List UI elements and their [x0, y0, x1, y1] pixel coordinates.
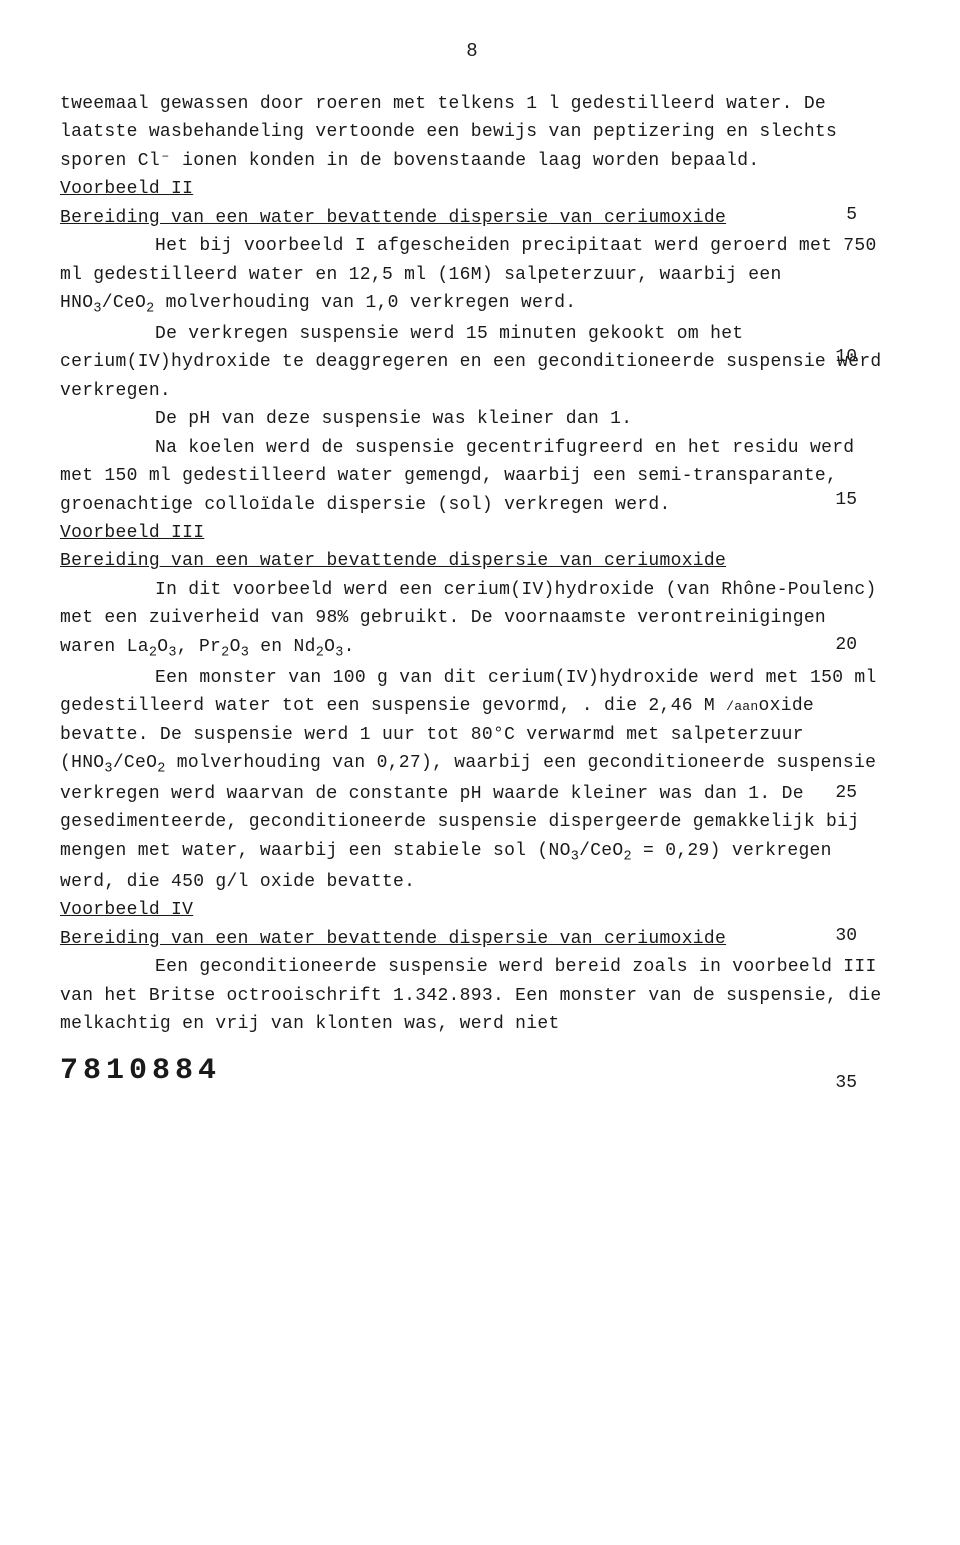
subscript-2: 2 [146, 302, 154, 317]
example-2-subtitle: Bereiding van een water bevattende dispe… [60, 204, 885, 232]
subscript-2: 2 [221, 645, 229, 660]
line-marker-35: 35 [835, 1073, 857, 1093]
subscript-3: 3 [168, 645, 176, 660]
line-marker-25: 25 [835, 783, 857, 803]
line-marker-30: 30 [835, 926, 857, 946]
example-4-title-text: Voorbeeld IV [60, 900, 193, 920]
text-fragment: O [230, 637, 241, 657]
text-fragment: molverhouding van 1,0 verkregen werd. [155, 293, 577, 313]
line-marker-5: 5 [846, 205, 857, 225]
subscript-3: 3 [571, 849, 579, 864]
subscript-2: 2 [624, 849, 632, 864]
document-number: 7810884 [60, 1054, 885, 1088]
example-2-title-text: Voorbeeld II [60, 179, 193, 199]
line-marker-20: 20 [835, 635, 857, 655]
document-page: 8 5 10 15 20 25 30 35 tweemaal gewassen … [0, 0, 960, 1545]
example-2-title: Voorbeeld II [60, 175, 885, 203]
example-2-paragraph-2: De verkregen suspensie werd 15 minuten g… [60, 320, 885, 405]
paragraph-1: tweemaal gewassen door roeren met telken… [60, 90, 885, 175]
example-2-subtitle-text: Bereiding van een water bevattende dispe… [60, 208, 726, 228]
example-2-paragraph-1: Het bij voorbeeld I afgescheiden precipi… [60, 232, 885, 320]
text-fragment: /CeO [102, 293, 146, 313]
example-4-subtitle: Bereiding van een water bevattende dispe… [60, 925, 885, 953]
example-4-subtitle-text: Bereiding van een water bevattende dispe… [60, 929, 726, 949]
line-marker-10: 10 [835, 347, 857, 367]
subscript-3: 3 [93, 302, 101, 317]
subscript-2: 2 [316, 645, 324, 660]
example-3-subtitle: Bereiding van een water bevattende dispe… [60, 547, 885, 575]
example-4-paragraph-1: Een geconditioneerde suspensie werd bere… [60, 953, 885, 1038]
example-3-title-text: Voorbeeld III [60, 523, 204, 543]
text-fragment: , Pr [177, 637, 221, 657]
text-fragment: O [157, 637, 168, 657]
subscript-2: 2 [157, 762, 165, 777]
line-marker-15: 15 [835, 490, 857, 510]
example-3-paragraph-1: In dit voorbeeld werd een cerium(IV)hydr… [60, 576, 885, 664]
subscript-3: 3 [241, 645, 249, 660]
text-fragment: /CeO [113, 753, 157, 773]
example-3-paragraph-2: Een monster van 100 g van dit cerium(IV)… [60, 664, 885, 896]
text-fragment: O [324, 637, 335, 657]
text-fragment: en Nd [249, 637, 316, 657]
insertion-mark: /aan [726, 699, 758, 714]
text-fragment: /CeO [579, 841, 623, 861]
example-3-subtitle-text: Bereiding van een water bevattende dispe… [60, 551, 726, 571]
example-3-title: Voorbeeld III [60, 519, 885, 547]
text-fragment: . [344, 637, 355, 657]
subscript-2: 2 [149, 645, 157, 660]
example-4-title: Voorbeeld IV [60, 896, 885, 924]
subscript-3: 3 [104, 762, 112, 777]
example-2-paragraph-3: De pH van deze suspensie was kleiner dan… [60, 405, 885, 433]
page-number-top: 8 [60, 40, 885, 62]
content-wrap: 5 10 15 20 25 30 35 tweemaal gewassen do… [60, 90, 885, 1088]
subscript-3: 3 [335, 645, 343, 660]
example-2-paragraph-4: Na koelen werd de suspensie gecentrifugr… [60, 434, 885, 519]
